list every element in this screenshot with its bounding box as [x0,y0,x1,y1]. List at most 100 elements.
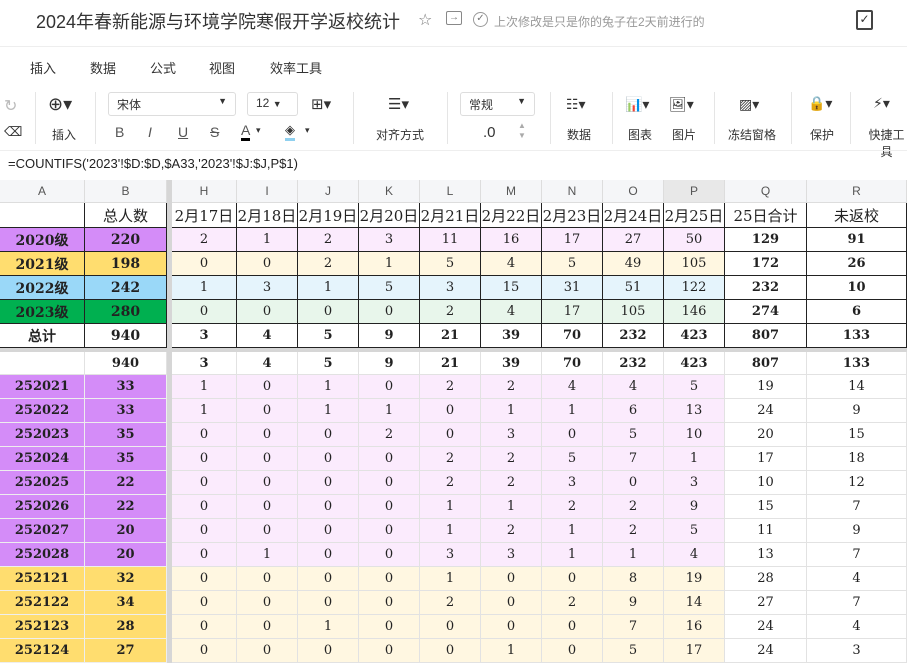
summary-cell[interactable]: 0 [359,300,420,324]
summary-cell[interactable]: 4 [481,300,542,324]
fill-color-icon[interactable]: ◈ [285,122,295,141]
detail-total-cell[interactable]: 39 [481,352,542,375]
summary-cell[interactable]: 11 [420,228,481,252]
detail-cell[interactable]: 0 [172,471,237,495]
column-header-O[interactable]: O [603,180,664,203]
summary-cell[interactable]: 15 [481,276,542,300]
detail-total-cell[interactable]: 5 [298,352,359,375]
chart-button[interactable]: 图表 [628,128,653,142]
detail-cell[interactable]: 13 [664,399,725,423]
detail-cell[interactable]: 3 [807,639,907,663]
detail-cell[interactable]: 1 [420,567,481,591]
strikethrough-button[interactable]: S [210,124,220,140]
detail-cell[interactable]: 1 [481,495,542,519]
summary-cell[interactable]: 5 [359,276,420,300]
detail-cell[interactable]: 0 [298,447,359,471]
class-id-cell[interactable]: 252027 [0,519,85,543]
detail-cell[interactable]: 5 [664,519,725,543]
summary-cell[interactable]: 5 [542,252,603,276]
menu-efficiency-tools[interactable]: 效率工具 [270,61,323,76]
detail-cell[interactable]: 2 [420,471,481,495]
summary-cell[interactable]: 3 [420,276,481,300]
class-id-cell[interactable]: 252024 [0,447,85,471]
summary-header-cell[interactable]: 2月21日 [420,203,481,228]
summary-cell[interactable]: 39 [481,324,542,348]
summary-cell[interactable]: 9 [359,324,420,348]
detail-cell[interactable]: 0 [237,495,298,519]
detail-cell[interactable]: 0 [298,639,359,663]
summary-cell[interactable]: 51 [603,276,664,300]
detail-cell[interactable]: 0 [298,519,359,543]
summary-cell[interactable]: 27 [603,228,664,252]
summary-header-cell[interactable]: 2月22日 [481,203,542,228]
detail-cell[interactable]: 18 [807,447,907,471]
detail-cell[interactable]: 1 [172,375,237,399]
detail-cell[interactable]: 0 [237,399,298,423]
font-color-button[interactable]: A [241,122,251,141]
class-id-cell[interactable]: 252124 [0,639,85,663]
detail-cell[interactable]: 2 [420,375,481,399]
detail-cell[interactable]: 0 [420,615,481,639]
detail-cell[interactable]: 22 [85,495,167,519]
detail-cell[interactable]: 3 [542,471,603,495]
summary-header-cell[interactable]: 2月19日 [298,203,359,228]
summary-cell[interactable]: 122 [664,276,725,300]
detail-cell[interactable]: 28 [85,615,167,639]
detail-cell[interactable]: 0 [298,471,359,495]
class-id-cell[interactable]: 252022 [0,399,85,423]
detail-cell[interactable]: 3 [664,471,725,495]
detail-cell[interactable]: 7 [603,447,664,471]
detail-cell[interactable]: 1 [172,399,237,423]
detail-cell[interactable]: 24 [725,639,807,663]
detail-cell[interactable]: 1 [542,399,603,423]
detail-cell[interactable]: 0 [359,567,420,591]
detail-cell[interactable]: 28 [725,567,807,591]
summary-header-cell[interactable]: 25日合计 [725,203,807,228]
detail-cell[interactable]: 0 [481,591,542,615]
detail-cell[interactable]: 0 [420,399,481,423]
font-size-select[interactable]: 12 ▼ [247,92,298,116]
detail-cell[interactable]: 0 [359,495,420,519]
number-format-select[interactable]: 常规 ▼ [460,92,535,116]
detail-cell[interactable]: 0 [172,519,237,543]
column-header-A[interactable]: A [0,180,85,203]
summary-cell[interactable]: 2 [420,300,481,324]
summary-cell[interactable]: 232 [725,276,807,300]
summary-cell[interactable]: 0 [172,252,237,276]
detail-cell[interactable]: 2 [603,495,664,519]
protect-button[interactable]: 保护 [810,128,835,142]
detail-cell[interactable]: 0 [298,423,359,447]
class-id-cell[interactable]: 252121 [0,567,85,591]
detail-cell[interactable]: 4 [807,567,907,591]
detail-cell[interactable]: 0 [603,471,664,495]
summary-cell[interactable]: 2 [298,228,359,252]
grade-label[interactable]: 2021级 [0,252,85,276]
detail-total-cell[interactable]: 4 [237,352,298,375]
summary-cell[interactable]: 26 [807,252,907,276]
align-icon[interactable]: ☰▾ [388,96,409,113]
detail-cell[interactable]: 13 [725,543,807,567]
column-header-I[interactable]: I [237,180,298,203]
detail-cell[interactable]: 5 [603,639,664,663]
detail-cell[interactable]: 0 [172,567,237,591]
detail-total-cell[interactable]: 133 [807,352,907,375]
class-id-cell[interactable]: 252021 [0,375,85,399]
data-button[interactable]: 数据 [567,128,592,142]
detail-cell[interactable]: 15 [807,423,907,447]
summary-cell[interactable]: 10 [807,276,907,300]
summary-cell[interactable]: 807 [725,324,807,348]
detail-cell[interactable]: 0 [172,639,237,663]
detail-cell[interactable]: 0 [237,567,298,591]
detail-cell[interactable]: 20 [85,543,167,567]
summary-cell[interactable]: 1 [237,228,298,252]
class-id-cell[interactable]: 252025 [0,471,85,495]
detail-total-cell[interactable]: 21 [420,352,481,375]
detail-cell[interactable]: 0 [359,543,420,567]
grade-label[interactable]: 2023级 [0,300,85,324]
detail-cell[interactable]: 0 [542,567,603,591]
italic-button[interactable]: I [148,124,152,140]
detail-cell[interactable]: 2 [481,447,542,471]
summary-cell[interactable]: 4 [237,324,298,348]
data-icon[interactable]: ☷▾ [566,96,586,112]
detail-cell[interactable]: 1 [237,543,298,567]
